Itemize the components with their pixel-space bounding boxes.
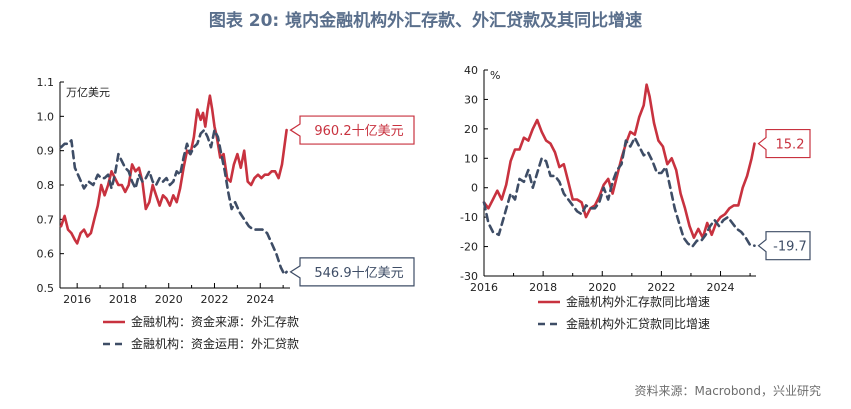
callout-label-1: 15.2 [776,138,805,153]
y-tick-label: 0.8 [37,179,55,192]
callout-label-2: 546.9十亿美元 [314,266,403,281]
x-tick-label: 2020 [155,293,183,306]
chart-1: 0.5 0.6 0.7 0.8 0.9 1.0 1.1 2016 2018 2020 2022 202… [37,76,415,351]
x-tick-label: 2018 [529,281,557,294]
series-line-2 [482,136,756,248]
x-tick-label: 2016 [470,281,498,294]
y-tick-label: 20 [464,123,478,136]
y-axis-unit: % [490,69,500,82]
y-tick-label: 0 [471,182,478,195]
y-tick-label: -30 [460,270,478,283]
callout-box-2 [289,257,415,287]
y-tick-label: 1.0 [37,110,55,123]
y-tick-label: 0.7 [37,213,55,226]
y-axis-unit: 万亿美元 [66,86,110,99]
series-line-2 [59,128,288,276]
callout-box-2 [757,231,811,261]
chart-2: -30 -20 -10 0 10 20 30 40 2016 2018 2020 2022 2024% 金… [460,64,811,331]
callout-label-1: 960.2十亿美元 [314,124,403,139]
callout-box-1 [757,128,811,159]
figure-title: 图表 20: 境内金融机构外汇存款、外汇贷款及其同比增速 [208,11,643,31]
legend-label-2: 金融机构：资金运用：外汇贷款 [131,336,299,351]
callout-box-1 [289,115,415,145]
legend-label-1: 金融机构：资金来源：外汇存款 [131,314,299,329]
x-tick-label: 2024 [246,293,274,306]
y-tick-label: -20 [460,241,478,254]
y-tick-label: 0.5 [37,282,55,295]
source-note: 资料来源：Macrobond，兴业研究 [634,384,822,398]
x-tick-label: 2020 [588,281,616,294]
x-tick-label: 2024 [707,281,735,294]
series-line-1 [482,83,756,239]
x-tick-label: 2018 [109,293,137,306]
y-tick-label: 40 [464,64,478,77]
y-tick-label: 10 [464,152,478,165]
y-tick-label: -10 [460,211,478,224]
x-tick-label: 2022 [200,293,228,306]
x-tick-label: 2022 [647,281,675,294]
y-tick-label: 0.9 [37,145,55,158]
legend-label-1: 金融机构外汇存款同比增速 [566,294,710,309]
y-tick-label: 30 [464,93,478,106]
y-tick-label: 0.6 [37,248,55,261]
legend-label-2: 金融机构外汇贷款同比增速 [566,316,710,331]
callout-label-2: -19.7 [773,240,807,255]
series-line-1 [59,94,288,245]
x-tick-label: 2016 [63,293,91,306]
y-tick-label: 1.1 [37,76,55,89]
